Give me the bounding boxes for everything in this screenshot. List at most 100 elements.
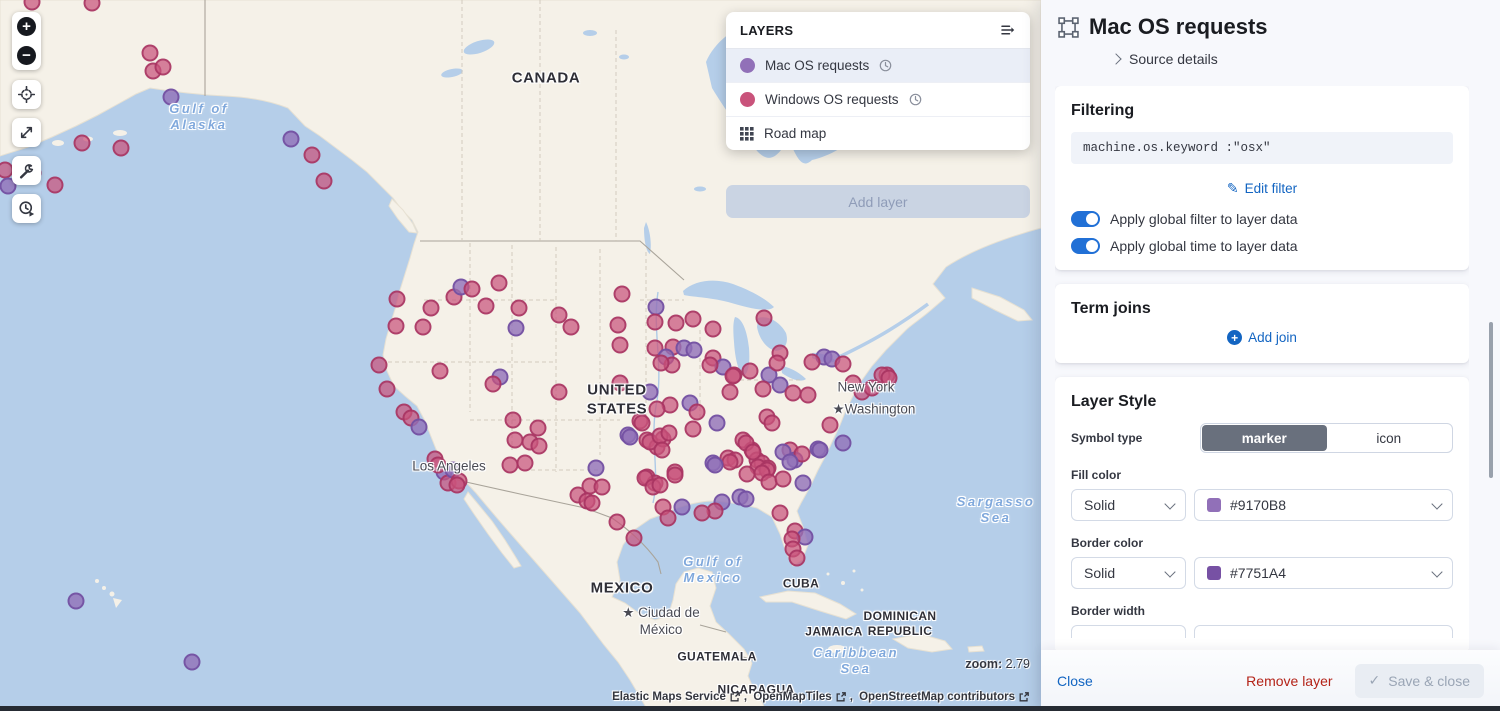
data-point-windows <box>788 549 806 567</box>
remove-layer-button[interactable]: Remove layer <box>1246 672 1333 689</box>
global-time-label: Apply global time to layer data <box>1110 238 1298 254</box>
diagonal-arrow-icon <box>20 126 33 139</box>
fill-color-swatch <box>1207 498 1221 512</box>
data-point-windows <box>653 441 671 459</box>
layer-item-label: Mac OS requests <box>765 58 870 73</box>
attribution-link[interactable]: OpenMapTiles <box>753 691 832 703</box>
set-view-button[interactable] <box>12 80 41 109</box>
fit-to-data-button[interactable] <box>12 118 41 147</box>
layer-item-windows-os-requests[interactable]: Windows OS requests <box>726 83 1030 117</box>
external-link-icon <box>836 692 846 702</box>
grid-icon <box>740 126 754 141</box>
border-width-input[interactable] <box>1194 625 1453 638</box>
data-point-windows <box>704 320 722 338</box>
layer-style-heading: Layer Style <box>1071 393 1157 410</box>
collapse-panel-icon[interactable] <box>1000 22 1016 38</box>
symbol-type-option-marker[interactable]: marker <box>1202 425 1327 451</box>
data-point-windows <box>583 494 601 512</box>
data-point-mac <box>834 434 852 452</box>
attribution-link[interactable]: Elastic Maps Service <box>612 691 726 703</box>
data-point-windows <box>154 58 172 76</box>
data-point-windows <box>763 414 781 432</box>
border-color-label: Border color <box>1071 536 1144 550</box>
data-point-mac <box>621 428 639 446</box>
data-point-windows <box>490 274 508 292</box>
data-point-windows <box>529 419 547 437</box>
data-point-windows <box>834 355 852 373</box>
flyout-scrollbar-thumb[interactable] <box>1489 322 1493 478</box>
data-point-windows <box>693 504 711 522</box>
fill-color-label: Fill color <box>1071 468 1122 482</box>
border-type-select[interactable]: Solid <box>1071 557 1186 589</box>
zoom-control: + − <box>12 12 41 70</box>
plus-icon: + <box>17 17 36 36</box>
fit-to-data-control <box>12 118 41 147</box>
data-point-windows <box>648 400 666 418</box>
data-point-windows <box>112 139 130 157</box>
data-point-windows <box>510 299 528 317</box>
flyout-header: Mac OS requests Source details <box>1041 0 1500 67</box>
timeslider-button[interactable] <box>12 194 41 223</box>
layer-item-road-map[interactable]: Road map <box>726 117 1030 150</box>
chevron-down-icon <box>1164 498 1176 510</box>
add-layer-button[interactable]: Add layer <box>726 185 1030 218</box>
data-point-windows <box>608 513 626 531</box>
fill-color-value: #9170B8 <box>1230 497 1287 513</box>
zoom-in-button[interactable]: + <box>12 12 41 41</box>
border-color-picker[interactable]: #7751A4 <box>1194 557 1453 589</box>
source-details-toggle[interactable]: Source details <box>1110 51 1500 67</box>
attribution-separator: , <box>743 691 751 703</box>
attribution-link[interactable]: OpenStreetMap contributors <box>859 691 1015 703</box>
layer-item-mac-os-requests[interactable]: Mac OS requests <box>726 49 1030 83</box>
data-point-windows <box>667 314 685 332</box>
data-point-windows <box>821 416 839 434</box>
filter-query: machine.os.keyword :"osx" <box>1071 132 1453 164</box>
data-point-windows <box>378 380 396 398</box>
tools-control <box>12 156 41 185</box>
close-button[interactable]: Close <box>1057 672 1093 689</box>
data-point-windows <box>73 134 91 152</box>
data-point-windows <box>651 476 669 494</box>
border-color-value: #7751A4 <box>1230 565 1287 581</box>
zoom-indicator: zoom: 2.79 <box>965 657 1030 671</box>
add-join-button[interactable]: + Add join <box>1071 330 1453 345</box>
data-point-windows <box>414 318 432 336</box>
map-canvas[interactable]: CANADA UNITED STATES MEXICO New York ★Washin… <box>0 0 1041 711</box>
fill-type-select[interactable]: Solid <box>1071 489 1186 521</box>
global-time-toggle-row: Apply global time to layer data <box>1071 238 1453 254</box>
data-point-mac <box>587 459 605 477</box>
data-point-windows <box>477 297 495 315</box>
data-point-windows <box>484 375 502 393</box>
tools-button[interactable] <box>12 156 41 185</box>
chevron-down-icon <box>1431 566 1443 578</box>
symbol-type-segmented-control: marker icon <box>1200 423 1453 453</box>
zoom-out-button[interactable]: − <box>12 41 41 70</box>
data-point-windows <box>724 367 742 385</box>
filtering-heading: Filtering <box>1071 102 1135 119</box>
data-point-windows <box>688 403 706 421</box>
zoom-indicator-value: 2.79 <box>1005 657 1030 671</box>
data-point-mac <box>282 130 300 148</box>
data-point-windows <box>516 454 534 472</box>
data-point-mac <box>811 441 829 459</box>
fill-color-picker[interactable]: #9170B8 <box>1194 489 1453 521</box>
data-point-mac <box>673 498 691 516</box>
data-point-windows <box>562 318 580 336</box>
set-view-control <box>12 80 41 109</box>
layer-swatch-icon <box>740 92 755 107</box>
border-color-swatch <box>1207 566 1221 580</box>
global-filter-label: Apply global filter to layer data <box>1110 211 1298 227</box>
edit-filter-button[interactable]: ✎ Edit filter <box>1071 180 1453 197</box>
data-point-windows <box>741 362 759 380</box>
vector-square-icon <box>1058 16 1079 38</box>
pencil-icon: ✎ <box>1226 180 1239 196</box>
border-width-select[interactable] <box>1071 625 1186 638</box>
data-point-windows <box>754 380 772 398</box>
save-and-close-button[interactable]: ✓ Save & close <box>1354 663 1484 698</box>
symbol-type-option-icon[interactable]: icon <box>1376 430 1402 446</box>
data-point-windows <box>755 309 773 327</box>
symbol-type-label: Symbol type <box>1071 431 1143 445</box>
data-point-mac <box>706 456 724 474</box>
global-filter-toggle[interactable] <box>1071 211 1100 227</box>
global-time-toggle[interactable] <box>1071 238 1100 254</box>
